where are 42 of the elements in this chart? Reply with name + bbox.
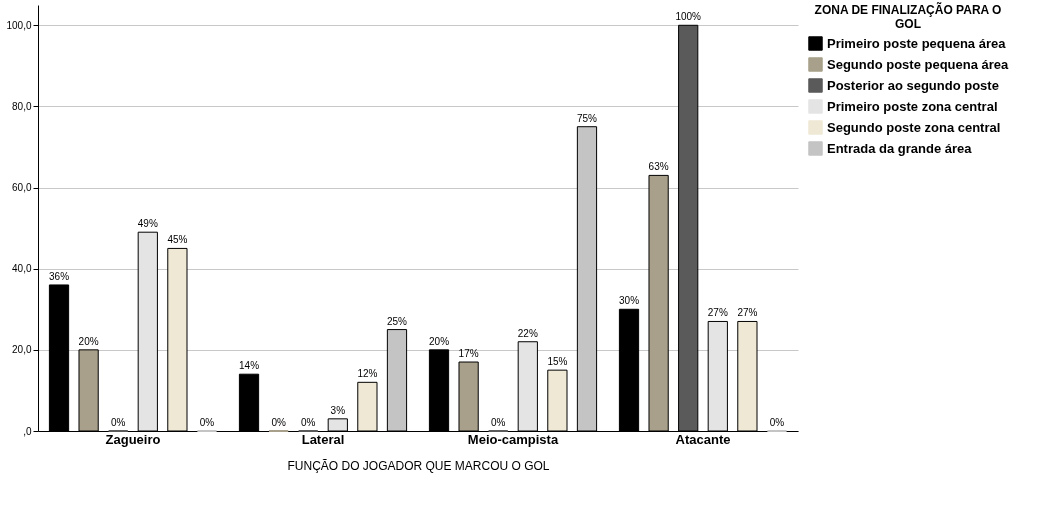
data-label: 0% [199, 417, 215, 428]
data-label: 17% [458, 348, 479, 360]
data-label: 27% [707, 307, 728, 319]
legend-label: Posterior ao segundo poste [827, 77, 999, 93]
data-label: 45% [167, 234, 188, 246]
data-label: 12% [357, 368, 378, 380]
data-label: 22% [517, 327, 538, 339]
legend-label: Segundo poste zona central [827, 119, 1001, 135]
data-label: 100% [675, 11, 702, 23]
data-label: 0% [490, 417, 506, 428]
legend-label: Segundo poste pequena área [827, 56, 1010, 72]
data-label: 15% [547, 356, 568, 368]
data-label: 36% [49, 270, 70, 282]
data-label: 49% [137, 218, 158, 230]
data-label: 0% [300, 417, 316, 428]
y-tick-label: 40,0 [12, 263, 32, 275]
data-label: 27% [737, 307, 758, 319]
y-tick-label: 100,0 [6, 19, 32, 31]
data-label: 14% [239, 360, 260, 372]
data-label: 25% [386, 315, 408, 327]
y-tick-label: ,0 [23, 425, 32, 437]
data-label: 0% [769, 417, 785, 428]
data-label: 20% [78, 335, 99, 347]
data-label: 20% [429, 335, 450, 347]
y-tick-label: 20,0 [12, 344, 32, 356]
x-tick-label: Zagueiro [105, 431, 161, 447]
legend-label: Primeiro poste zona central [827, 98, 998, 114]
x-tick-label: Meio-campista [467, 431, 559, 447]
x-axis-title: FUNÇÃO DO JOGADOR QUE MARCOU O GOL [287, 458, 550, 473]
x-tick-label: Lateral [301, 431, 345, 447]
data-label: 30% [619, 295, 640, 307]
y-tick-label: 80,0 [12, 100, 32, 112]
data-label: 0% [271, 417, 286, 428]
legend-label: Entrada da grande área [827, 140, 973, 156]
data-label: 0% [110, 417, 126, 428]
x-tick-label: Atacante [675, 431, 731, 447]
legend-label: Primeiro poste pequena área [827, 35, 1007, 51]
legend-title: ZONA DE FINALIZAÇÃO PARA O GOL [814, 2, 1002, 31]
data-label: 63% [648, 161, 669, 173]
y-tick-label: 60,0 [12, 182, 32, 194]
data-label: 75% [576, 112, 598, 124]
data-label: 3% [330, 404, 346, 416]
